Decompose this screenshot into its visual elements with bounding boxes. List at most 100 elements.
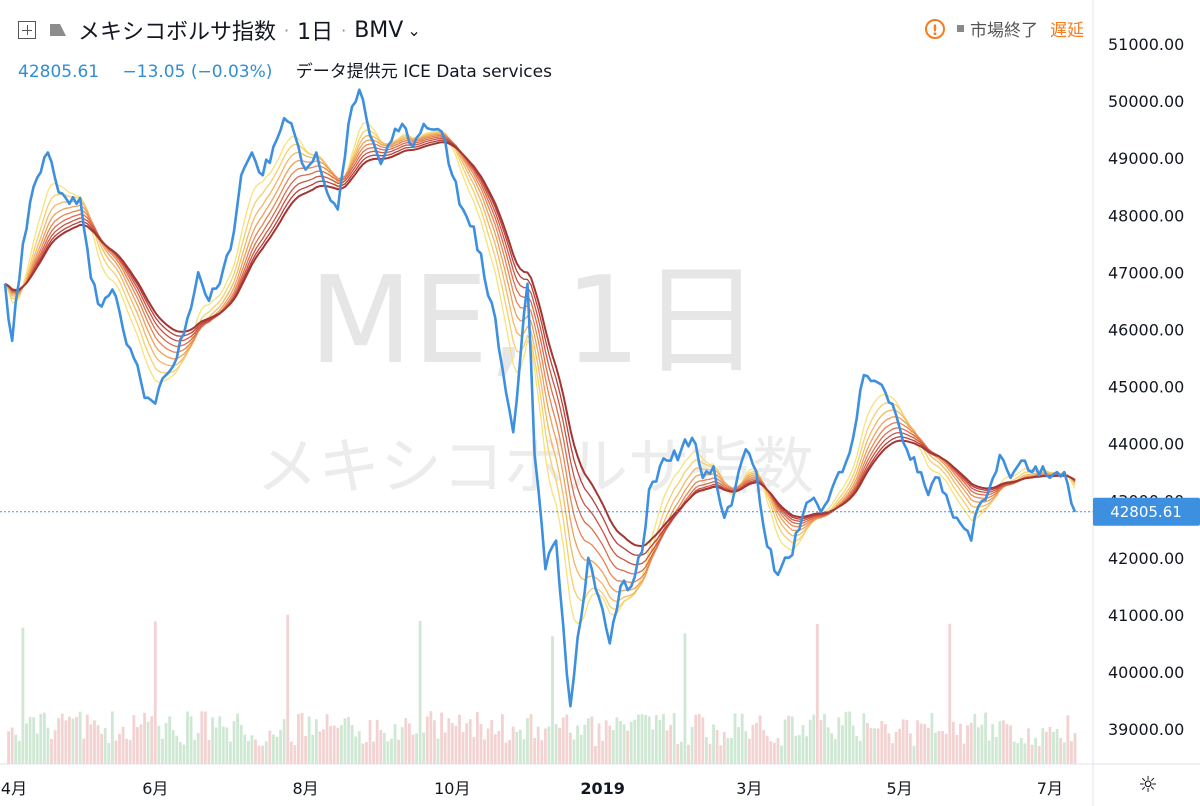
volume-bar (901, 719, 905, 764)
volume-bar (107, 742, 111, 764)
volume-bar (393, 724, 397, 764)
price-line-layer (3, 88, 1077, 708)
last-price-tag: 42805.61 (1093, 497, 1200, 526)
volume-bar (540, 740, 544, 764)
volume-bar (243, 734, 247, 764)
price-axis[interactable]: 51000.00 50000.00 49000.00 48000.00 47000.00… (1092, 0, 1184, 806)
volume-bar (944, 733, 948, 764)
volume-bar (994, 737, 998, 764)
volume-bar (282, 719, 286, 764)
volume-bar (608, 725, 612, 764)
volume-bar (221, 726, 225, 764)
price-tick-label: 50000.00 (1108, 92, 1184, 111)
status-square-icon (957, 25, 964, 32)
volume-bar (178, 742, 182, 764)
chevron-down-icon[interactable]: ⌄ (407, 20, 421, 40)
volume-bar (576, 725, 579, 764)
volume-bar (898, 728, 902, 764)
volume-bar (404, 718, 408, 764)
volume-bar (855, 736, 859, 764)
volume-bar (805, 736, 809, 764)
volume-bar (121, 726, 125, 764)
volume-bar (483, 739, 486, 764)
volume-bar (361, 743, 365, 764)
volume-bar (257, 745, 261, 764)
volume-bar (912, 745, 916, 764)
volume-bar (175, 735, 179, 764)
volume-bar (687, 744, 690, 764)
volume-bar (336, 727, 340, 764)
volume-bar (894, 731, 898, 764)
volume-bar (322, 729, 325, 764)
volume-bar (1012, 741, 1016, 764)
volume-bar (891, 743, 894, 764)
volume-bar (508, 739, 511, 764)
volume-bar (1037, 745, 1041, 764)
volume-bar (415, 733, 418, 764)
volume-bar (354, 736, 358, 764)
volume-bar (558, 727, 562, 764)
volume-bar (654, 715, 658, 764)
price-tick-label: 41000.00 (1108, 606, 1184, 625)
volume-bar (1027, 728, 1030, 764)
volume-bar (329, 725, 333, 764)
volume-bar (991, 724, 995, 764)
volume-bar (579, 734, 583, 764)
delay-label[interactable]: 遅延 (1050, 21, 1084, 41)
volume-bar (1030, 744, 1034, 764)
volume-bar (232, 721, 236, 764)
volume-bar (128, 740, 132, 764)
expand-icon[interactable] (18, 21, 36, 39)
volume-bar (1070, 741, 1073, 764)
volume-bar (225, 727, 229, 764)
volume-bar (314, 719, 318, 764)
volume-bar (1034, 737, 1038, 764)
volume-bar (350, 724, 354, 764)
volume-bar (976, 727, 980, 764)
volume-bar (715, 730, 719, 764)
volume-bar (1019, 738, 1023, 764)
volume-bar (89, 724, 93, 764)
gear-icon[interactable]: ☼ (1138, 773, 1158, 798)
time-axis[interactable]: 4月 6月 8月 10月 2019 3月 5月 7月 (0, 763, 1200, 798)
volume-bar (461, 732, 465, 764)
volume-bar (626, 730, 630, 764)
volume-bar (382, 732, 386, 764)
volume-bar (934, 732, 937, 764)
volume-bar (475, 712, 479, 764)
volume-bar (801, 725, 805, 764)
volume-bar (719, 745, 723, 764)
exchange-label[interactable]: BMV (354, 17, 404, 43)
exclamation-circle-icon[interactable]: ! (925, 18, 945, 39)
volume-bar (572, 739, 576, 764)
volume-bar (118, 733, 121, 764)
volume-bar (357, 731, 361, 764)
volume-bar (53, 730, 57, 764)
volume-bar (200, 711, 204, 764)
volume-bar (758, 715, 762, 764)
volume-bar (318, 731, 322, 764)
volume-bar (132, 715, 136, 764)
volume-bar (569, 732, 572, 764)
time-tick-label: 6月 (142, 779, 168, 798)
volume-bar (722, 731, 726, 764)
price-tick-label: 40000.00 (1108, 663, 1184, 682)
volume-bar (422, 732, 426, 764)
volume-bar (21, 627, 25, 764)
volume-bar (769, 741, 773, 764)
moving-average-line (4, 133, 1076, 593)
volume-bar (472, 737, 476, 764)
volume-bar (339, 725, 343, 764)
volume-bar (236, 713, 240, 764)
volume-bar (672, 713, 676, 764)
volume-bar (916, 720, 919, 764)
data-source: データ提供元 ICE Data services (295, 62, 552, 82)
separator-dot: · (341, 20, 347, 40)
moving-average-line (4, 135, 1076, 575)
volume-bar (429, 711, 433, 764)
volume-bar (776, 738, 780, 764)
volume-bar (443, 732, 447, 764)
separator-dot: · (284, 20, 290, 40)
volume-bar (1016, 743, 1020, 764)
